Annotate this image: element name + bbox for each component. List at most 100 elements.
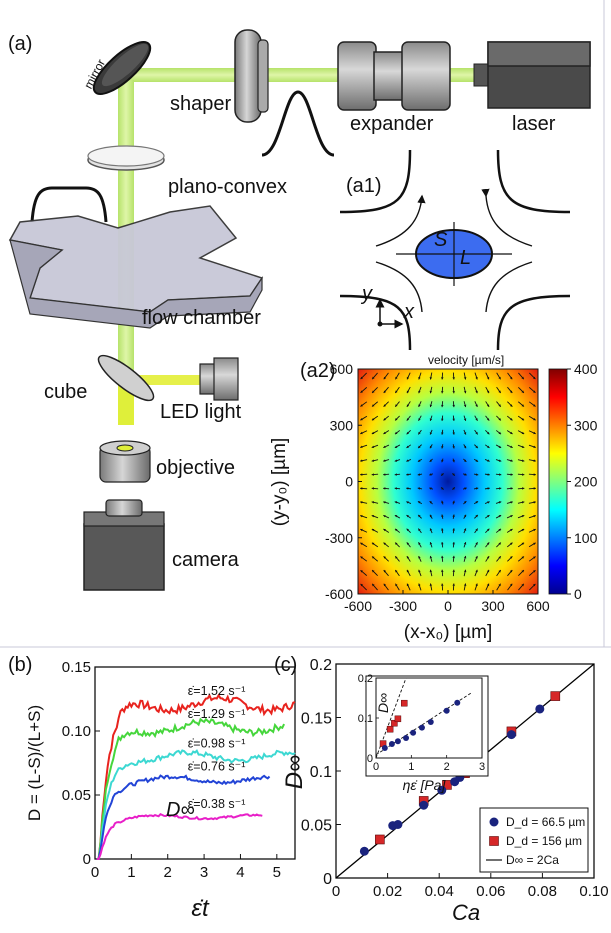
plot-c-y-tick-label: 0.15: [301, 711, 332, 728]
inset-point-circle: [428, 719, 434, 725]
flow-arrow: [376, 262, 422, 312]
inset-point-square: [395, 716, 401, 722]
heatmap-x-tick-label: 600: [526, 598, 550, 614]
plot-c-legend: D_d = 66.5 µm D_d = 156 µm D∞ = 2Ca: [480, 808, 588, 872]
inset-point-circle: [389, 741, 395, 747]
inset-x-tick-label: 0: [373, 761, 379, 773]
data-point-square: [375, 835, 384, 844]
camera-label: camera: [172, 549, 240, 571]
plot-c-x-tick-label: 0.02: [373, 883, 402, 900]
inset-x-tick-label: 3: [479, 761, 485, 773]
inset-y-tick-label: 0: [367, 753, 373, 765]
panel-a-label: (a): [8, 33, 32, 55]
shaper-icon: [235, 30, 268, 122]
legend-marker-square: [490, 837, 499, 846]
data-point-circle: [360, 847, 369, 856]
heatmap-field: [358, 369, 538, 594]
channel-wall-br: [498, 296, 570, 350]
plot-b-x-tick-label: 5: [273, 864, 281, 881]
d-infinity-annotation: D∞: [166, 799, 195, 821]
heatmap-xlabel: (x-x₀) [µm]: [404, 622, 492, 643]
inset-y-tick-label: 0.2: [358, 673, 373, 685]
inset-point-circle: [403, 735, 409, 741]
colorbar-title: velocity [µm/s]: [428, 353, 504, 367]
inset-point-square: [401, 700, 407, 706]
plot-c-x-tick-label: 0.10: [579, 883, 608, 900]
inset-point-square: [387, 726, 393, 732]
inset-xlabel: ηε̇ [Pa]: [403, 777, 447, 793]
plot-b-x-tick-label: 3: [200, 864, 208, 881]
plot-b-x-tick-label: 2: [164, 864, 172, 881]
colorbar-tick-label: 0: [574, 586, 582, 602]
plot-b-y-tick-label: 0.05: [62, 787, 91, 804]
cube-label: cube: [44, 381, 87, 403]
laser-label: laser: [512, 113, 556, 135]
plot-c-x-tick-label: 0.04: [425, 883, 454, 900]
inset-y-tick-label: 0.1: [358, 713, 373, 725]
panel-a: (a) mirror shaper expander: [8, 30, 598, 643]
panel-a1-label: (a1): [346, 175, 382, 197]
plot-b-series-label: ε̇=1.52 s⁻¹: [188, 684, 246, 698]
plano-convex-icon: [88, 146, 164, 170]
channel-wall-tr: [498, 150, 570, 212]
panel-b-label: (b): [8, 654, 32, 676]
colorbar-tick-label: 400: [574, 361, 598, 377]
inset-point-circle: [410, 730, 416, 736]
plot-b-x-tick-label: 4: [236, 864, 244, 881]
objective-icon: [100, 441, 150, 482]
expander-icon: [338, 42, 450, 110]
inset-ylabel: D∞: [375, 693, 391, 713]
label-y: y: [360, 283, 373, 305]
plot-b-series-label: ε̇=1.29 s⁻¹: [188, 707, 246, 721]
data-point-circle: [419, 801, 428, 810]
heatmap-x-tick-label: 0: [444, 598, 452, 614]
heatmap-x-tick-label: 300: [481, 598, 505, 614]
plot-c-x-tick-label: 0: [332, 883, 340, 900]
objective-label: objective: [156, 457, 235, 479]
gaussian-profile-icon: [262, 92, 334, 155]
channel-wall-bl: [340, 296, 410, 350]
inset-point-circle: [419, 725, 425, 731]
heatmap-y-tick-label: -600: [325, 586, 353, 602]
colorbar-tick-label: 100: [574, 530, 598, 546]
colorbar-tick-label: 300: [574, 417, 598, 433]
plot-c-x-tick-label: 0.08: [528, 883, 557, 900]
plot-b-ylabel: D = (L-S)/(L+S): [25, 705, 44, 821]
shaper-label: shaper: [170, 93, 231, 115]
plot-c-y-tick-label: 0.1: [310, 764, 332, 781]
colorbar-tick-label: 200: [574, 474, 598, 490]
data-point-circle: [393, 820, 402, 829]
legend-marker-circle: [490, 818, 499, 827]
data-point-square: [551, 692, 560, 701]
flow-arrow: [486, 196, 532, 246]
plano-convex-label: plano-convex: [168, 176, 287, 198]
plot-c-y-tick-label: 0.2: [310, 657, 332, 674]
led-light-icon: [200, 358, 238, 400]
plot-b-y-tick-label: 0.15: [62, 659, 91, 676]
heatmap-ylabel: (y-y₀) [µm]: [269, 438, 290, 526]
panel-c-label: (c): [274, 654, 297, 676]
plot-b-xlabel: ε̇t: [191, 895, 210, 922]
label-x: x: [403, 301, 415, 323]
label-S: S: [434, 229, 448, 251]
plot-b-x-tick-label: 0: [91, 864, 99, 881]
plot-b-series-label: ε̇=0.76 s⁻¹: [188, 760, 246, 774]
data-point-circle: [507, 730, 516, 739]
flow-arrow: [376, 196, 422, 246]
expander-label: expander: [350, 113, 434, 135]
plot-b-x-tick-label: 1: [127, 864, 135, 881]
plot-b-y-tick-label: 0.10: [62, 723, 91, 740]
data-point-circle: [535, 704, 544, 713]
label-L: L: [460, 247, 471, 269]
colorbar: [549, 369, 567, 594]
heatmap-y-tick-label: 0: [345, 474, 353, 490]
colorbar-ticks: 400 300 200 100 0: [567, 361, 598, 602]
plot-c-y-tick-label: 0.05: [301, 818, 332, 835]
inset-point-circle: [395, 738, 401, 744]
legend-entry: D∞ = 2Ca: [506, 853, 559, 867]
plot-c-x-tick-label: 0.06: [476, 883, 505, 900]
